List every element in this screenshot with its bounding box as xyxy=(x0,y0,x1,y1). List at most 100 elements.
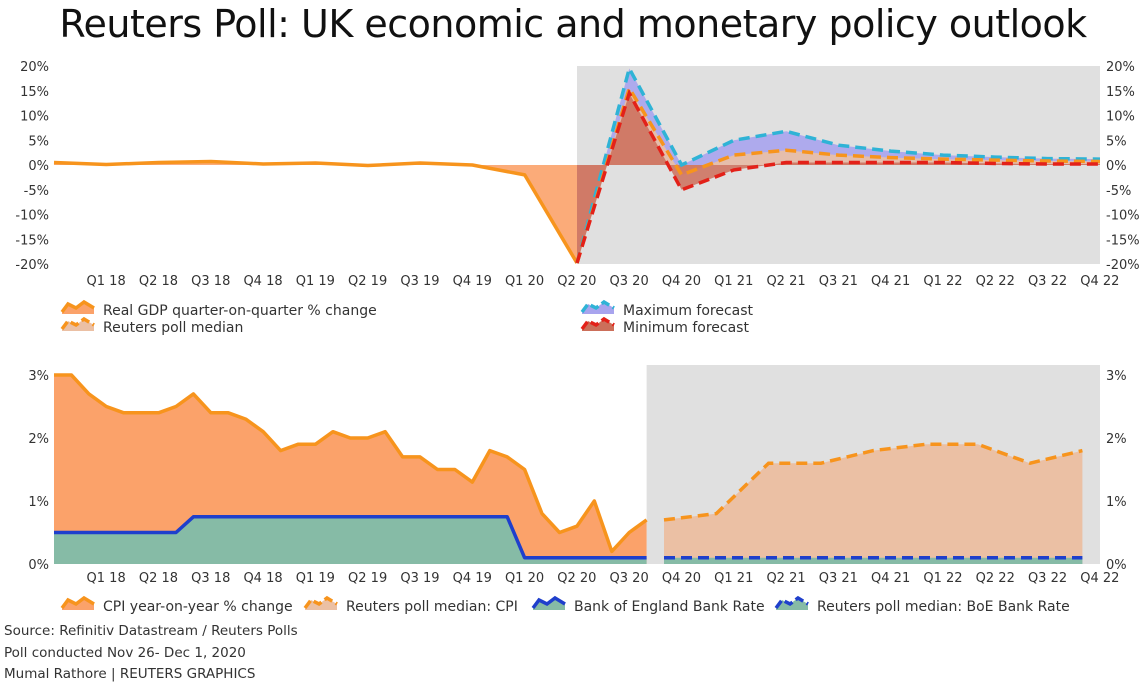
legend-gdp-median-label: Reuters poll median xyxy=(103,320,243,336)
y-tick-right: 15% xyxy=(1106,85,1135,100)
x-tick: Q3 18 xyxy=(191,571,230,586)
x-tick: Q4 20 xyxy=(662,571,701,586)
y-tick-right: -10% xyxy=(1106,209,1140,224)
y-tick-right: -5% xyxy=(1106,184,1131,199)
y-tick-left: -20% xyxy=(15,258,49,273)
cpi-forecast-area xyxy=(664,444,1083,564)
y-tick-left: -10% xyxy=(15,209,49,224)
x-tick: Q1 18 xyxy=(87,571,126,586)
x-tick: Q1 22 xyxy=(923,274,962,289)
x-tick: Q2 20 xyxy=(557,274,596,289)
legend-cpi-median-label: Reuters poll median: CPI xyxy=(346,599,518,615)
boe-rate-area xyxy=(54,516,647,564)
y-tick-left: 0% xyxy=(28,558,49,573)
x-tick: Q3 22 xyxy=(1028,274,1067,289)
x-tick: Q3 20 xyxy=(610,571,649,586)
x-tick: Q3 20 xyxy=(610,274,649,289)
cpi-rate-chart: 3% 3% 2% 2% 1% 1% 0% 0% Q1 18 Q2 18 Q3 18 Q4 18 Q1 1… xyxy=(28,365,1127,586)
max-forecast-line xyxy=(575,63,1101,264)
legend-gdp-swatch-line xyxy=(60,299,95,314)
x-tick: Q4 21 xyxy=(871,571,910,586)
legend-boe-median-swatch-line xyxy=(774,595,809,610)
legend-max-label: Maximum forecast xyxy=(623,303,754,319)
y-tick-left: 10% xyxy=(20,110,49,125)
x-tick: Q2 18 xyxy=(139,571,178,586)
legend-boe-median-label: Reuters poll median: BoE Bank Rate xyxy=(817,599,1070,615)
y-tick-right: 1% xyxy=(1106,495,1127,510)
x-tick: Q1 22 xyxy=(923,571,962,586)
y-tick-right: 20% xyxy=(1106,60,1135,75)
x-tick: Q1 21 xyxy=(714,274,753,289)
x-tick: Q3 21 xyxy=(819,274,858,289)
x-tick: Q3 19 xyxy=(400,571,439,586)
legends: Real GDP quarter-on-quarter % changeReut… xyxy=(60,299,1070,615)
x-tick: Q4 19 xyxy=(453,274,492,289)
min-forecast-line xyxy=(575,88,1100,264)
legend-cpi-swatch-line xyxy=(60,595,95,610)
y-tick-left: -15% xyxy=(15,233,49,248)
x-tick: Q2 21 xyxy=(766,274,805,289)
gdp-chart: 20% 20% 15% 15% 10% 10% 5% 5% 0% 0% -5% -5% -10% -10%… xyxy=(15,60,1139,289)
y-tick-left: -5% xyxy=(24,184,49,199)
legend-min-swatch-line xyxy=(580,316,615,331)
median-forecast-line xyxy=(575,84,1101,264)
x-tick: Q4 18 xyxy=(243,274,282,289)
cpi-line xyxy=(54,373,648,554)
x-tick: Q2 20 xyxy=(557,571,596,586)
x-tick: Q2 21 xyxy=(766,571,805,586)
x-tick: Q4 22 xyxy=(1080,571,1119,586)
y-tick-right: 5% xyxy=(1106,134,1127,149)
y-tick-right: 2% xyxy=(1106,432,1127,447)
poll-date-note: Poll conducted Nov 26- Dec 1, 2020 xyxy=(4,645,246,661)
y-tick-left: 0% xyxy=(28,159,49,174)
x-tick: Q2 18 xyxy=(139,274,178,289)
legend-cpi-median-swatch-line xyxy=(303,595,338,610)
legend-boe-label: Bank of England Bank Rate xyxy=(574,599,765,615)
x-tick: Q3 19 xyxy=(400,274,439,289)
y-tick-left: 1% xyxy=(28,495,49,510)
x-tick: Q3 21 xyxy=(819,571,858,586)
gdp-line xyxy=(53,159,579,264)
x-tick: Q4 22 xyxy=(1080,274,1119,289)
legend-max-swatch-line xyxy=(580,299,615,314)
x-tick: Q4 21 xyxy=(871,274,910,289)
x-tick: Q1 18 xyxy=(87,274,126,289)
y-tick-right: -15% xyxy=(1106,233,1140,248)
credit-note: Mumal Rathore | REUTERS GRAPHICS xyxy=(4,666,256,682)
y-tick-left: 5% xyxy=(28,134,49,149)
x-tick: Q2 19 xyxy=(348,274,387,289)
min-forecast-area xyxy=(577,93,1100,263)
max-forecast-area xyxy=(577,68,1100,263)
y-tick-right: 10% xyxy=(1106,110,1135,125)
x-tick: Q1 20 xyxy=(505,571,544,586)
x-tick: Q4 18 xyxy=(243,571,282,586)
x-tick: Q4 20 xyxy=(662,274,701,289)
legend-gdp-label: Real GDP quarter-on-quarter % change xyxy=(103,303,377,319)
y-tick-left: 3% xyxy=(28,369,49,384)
x-tick: Q1 19 xyxy=(296,571,335,586)
legend-cpi-label: CPI year-on-year % change xyxy=(103,599,293,615)
legend-boe-swatch-line xyxy=(531,595,566,610)
x-tick: Q2 22 xyxy=(976,571,1015,586)
chart-title: Reuters Poll: UK economic and monetary p… xyxy=(59,2,1087,46)
x-tick: Q1 19 xyxy=(296,274,335,289)
boe-rate-line xyxy=(54,515,647,560)
x-tick: Q2 19 xyxy=(348,571,387,586)
gdp-area xyxy=(54,161,577,263)
cpi-forecast-line xyxy=(663,442,1083,522)
y-tick-left: 15% xyxy=(20,85,49,100)
legend-min-label: Minimum forecast xyxy=(623,320,749,336)
x-tick: Q1 21 xyxy=(714,571,753,586)
x-tick: Q4 19 xyxy=(453,571,492,586)
y-tick-right: 0% xyxy=(1106,159,1127,174)
y-tick-right: 3% xyxy=(1106,369,1127,384)
y-tick-right: 0% xyxy=(1106,558,1127,573)
x-tick: Q3 18 xyxy=(191,274,230,289)
legend-gdp-median-swatch-line xyxy=(60,316,95,331)
x-tick: Q2 22 xyxy=(976,274,1015,289)
y-tick-right: -20% xyxy=(1106,258,1140,273)
x-tick: Q1 20 xyxy=(505,274,544,289)
y-tick-left: 2% xyxy=(28,432,49,447)
y-tick-left: 20% xyxy=(20,60,49,75)
